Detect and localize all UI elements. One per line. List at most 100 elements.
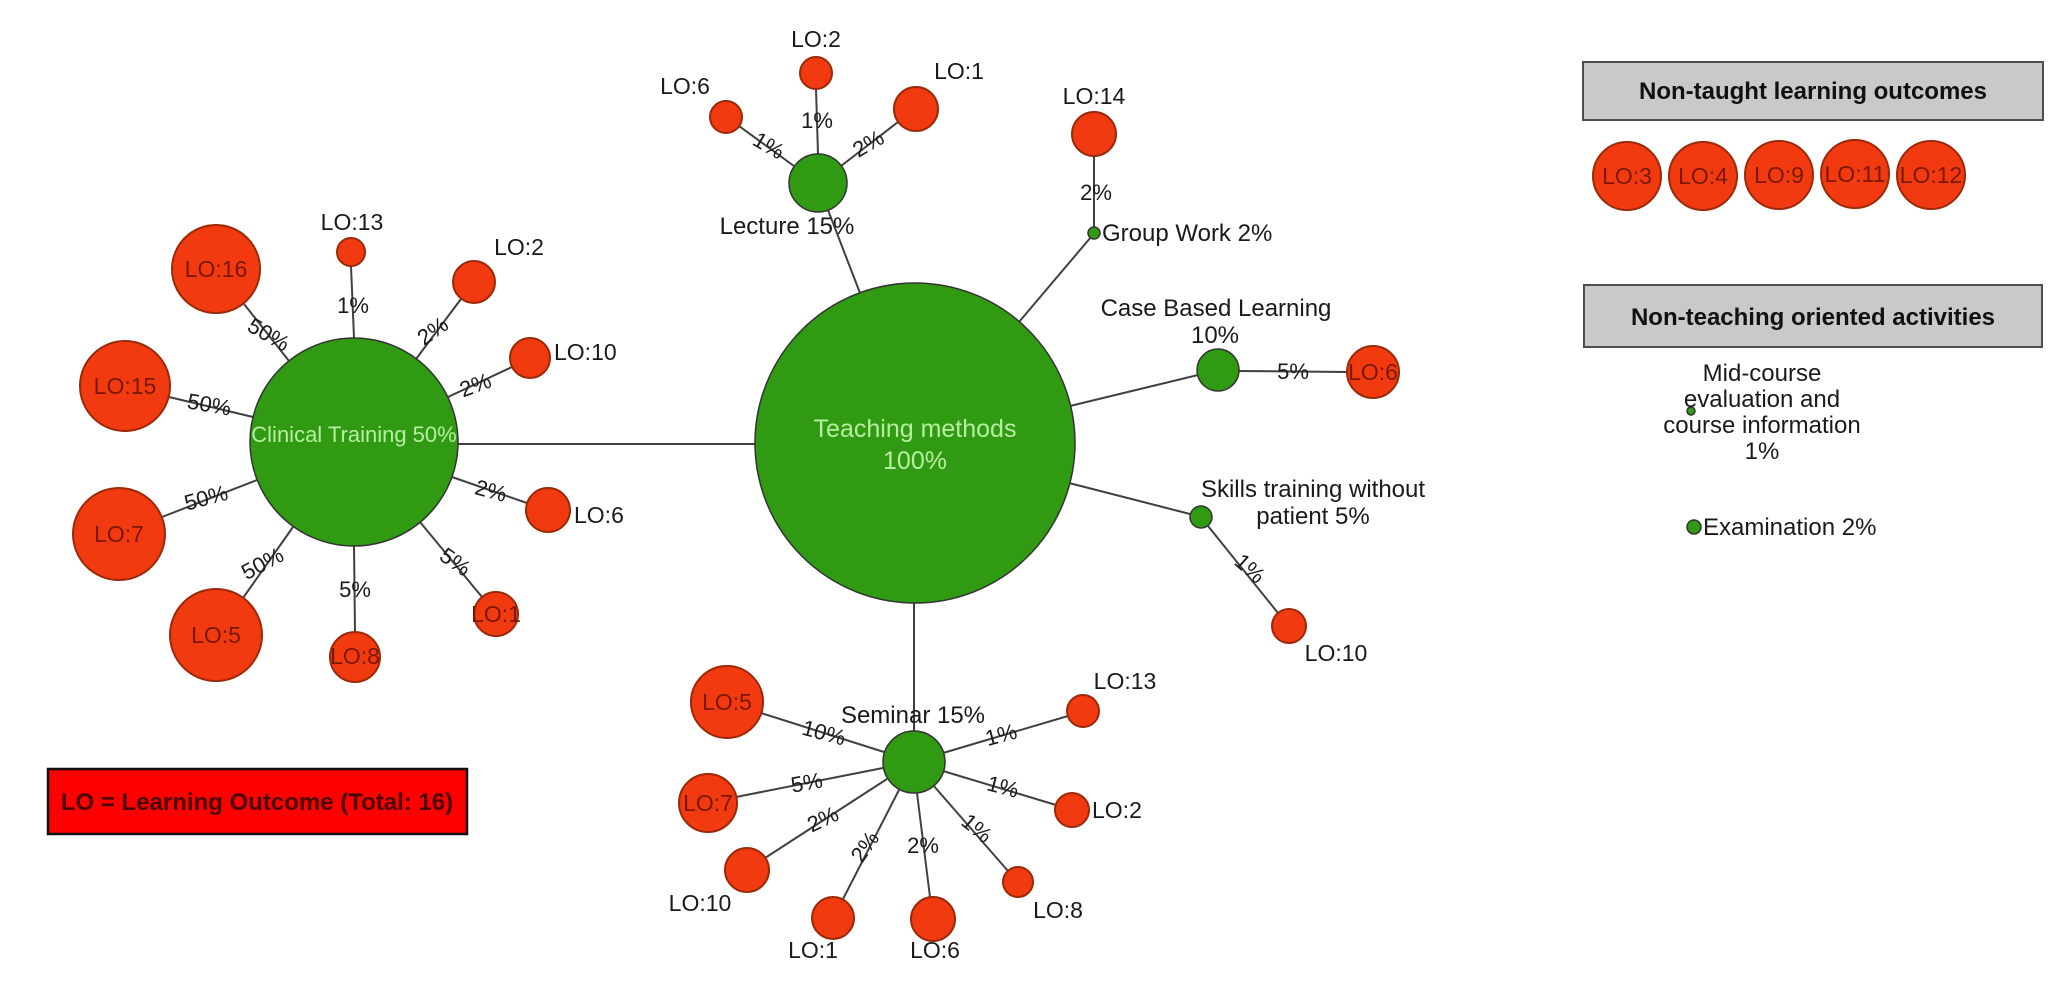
casebased-lo6-label: LO:6: [1348, 359, 1398, 385]
clinical-lo1-circle: [473, 591, 519, 637]
clinical-lo10-label: LO:10: [554, 339, 617, 365]
seminar-lo1-circle: [811, 896, 855, 940]
clinical-lo10-pct: 2%: [456, 368, 494, 402]
examination-dot: [1686, 519, 1702, 535]
seminar-lo10-label: LO:10: [669, 890, 732, 916]
edge-teaching-casebased: [1069, 374, 1199, 407]
seminar-lo7-circle: [678, 773, 738, 833]
mid-course-label-line3: course information: [1663, 412, 1860, 439]
edge-seminar-lo7: [735, 767, 884, 798]
clinical-lo7-pct: 50%: [182, 480, 231, 516]
clinical-lo7-label: LO:7: [94, 521, 144, 547]
edge-casebased-lo6: [1238, 370, 1348, 373]
mid-course-label-line1: Mid-course: [1703, 360, 1822, 387]
edge-seminar-lo2: [942, 770, 1057, 806]
skills-lo10-label: LO:10: [1305, 640, 1368, 666]
clinical-lo10-circle: [509, 337, 551, 379]
seminar-lo5-circle: [690, 665, 764, 739]
clinical-lo5-label: LO:5: [191, 622, 241, 648]
non-teaching-header-box: [1583, 284, 2043, 348]
legend-box: [46, 767, 469, 836]
edge-teaching-skills: [1068, 482, 1191, 515]
lecture-lo1-circle: [893, 86, 939, 132]
nontaught-lo11-circle: [1820, 139, 1890, 209]
casebased-lo6-pct: 5%: [1277, 359, 1309, 384]
non-taught-header-box: [1582, 61, 2044, 121]
case-based-label-line1: Case Based Learning: [1101, 295, 1332, 322]
lecture-lo2-label: LO:2: [791, 26, 841, 52]
edge-teaching-groupwork: [1018, 236, 1092, 323]
lecture-lo6-circle: [709, 100, 743, 134]
skills-training-label-line1: Skills training without: [1201, 476, 1425, 503]
nontaught-lo3-circle: [1592, 141, 1662, 211]
mid-course-label-line4: 1%: [1745, 438, 1780, 465]
clinical-lo5-circle: [169, 588, 263, 682]
teaching-methods-circle: [754, 282, 1076, 604]
clinical-lo2-label: LO:2: [494, 234, 544, 260]
edge-seminar-lo13: [942, 715, 1069, 754]
seminar-lo2-circle: [1054, 792, 1090, 828]
edge-clinical-lo2: [415, 298, 462, 360]
clinical-training-circle: [249, 337, 459, 547]
edge-clinical-lo1: [419, 521, 483, 598]
clinical-lo8-label: LO:8: [330, 643, 380, 669]
edge-lecture-lo1: [840, 121, 899, 167]
seminar-lo1-pct: 2%: [845, 827, 884, 867]
clinical-lo8-circle: [329, 631, 381, 683]
clinical-lo6-label: LO:6: [574, 502, 624, 528]
examination-label: Examination 2%: [1703, 514, 1876, 541]
clinical-lo5-pct: 50%: [237, 542, 288, 585]
skills-lo10-circle: [1271, 608, 1307, 644]
clinical-lo13-label: LO:13: [321, 209, 384, 235]
non-teaching-header-label: Non-teaching oriented activities: [1631, 304, 1995, 331]
casebased-lo6-circle: [1346, 345, 1400, 399]
edge-clinical-lo6: [451, 476, 528, 504]
lecture-lo2-circle: [799, 56, 833, 90]
edge-seminar-lo8: [932, 784, 1009, 872]
edge-lecture-lo2: [815, 88, 819, 155]
edge-seminar-lo10: [764, 778, 888, 859]
clinical-lo6-pct: 2%: [472, 475, 509, 507]
non-taught-header-label: Non-taught learning outcomes: [1639, 78, 1987, 105]
seminar-lo7-pct: 5%: [789, 768, 825, 798]
legend-label: LO = Learning Outcome (Total: 16): [61, 789, 453, 816]
seminar-lo8-circle: [1002, 866, 1034, 898]
edge-seminar-lo6: [916, 792, 931, 898]
seminar-lo7-label: LO:7: [683, 790, 733, 816]
seminar-lo6-pct: 2%: [907, 833, 939, 858]
edge-seminar-lo1: [842, 789, 900, 900]
clinical-lo13-circle: [336, 237, 366, 267]
seminar-lo13-pct: 1%: [982, 719, 1019, 751]
clinical-lo2-circle: [452, 260, 496, 304]
case-based-label-line2: 10%: [1191, 322, 1239, 349]
clinical-lo15-circle: [79, 340, 171, 432]
lecture-lo6-label: LO:6: [660, 73, 710, 99]
nontaught-lo4-circle: [1668, 141, 1738, 211]
seminar-lo6-circle: [910, 896, 956, 942]
groupwork-lo14-pct: 2%: [1080, 180, 1112, 205]
lecture-circle: [788, 153, 848, 213]
seminar-lo10-pct: 2%: [803, 801, 842, 837]
clinical-lo15-pct: 50%: [185, 388, 233, 420]
teaching-methods-label-line1: Teaching methods: [814, 415, 1017, 443]
seminar-lo13-label: LO:13: [1094, 668, 1157, 694]
clinical-lo16-circle: [171, 224, 261, 314]
nontaught-lo9-circle: [1744, 140, 1814, 210]
edge-teaching-lecture: [827, 209, 861, 294]
lecture-label: Lecture 15%: [720, 213, 855, 240]
lecture-lo1-label: LO:1: [934, 58, 984, 84]
seminar-lo2-pct: 1%: [984, 771, 1021, 803]
edge-skills-lo10: [1207, 525, 1279, 614]
seminar-lo8-label: LO:8: [1033, 897, 1083, 923]
edge-clinical-lo7: [161, 479, 258, 518]
edge-lecture-lo6: [738, 125, 795, 167]
seminar-circle: [882, 730, 946, 794]
edge-clinical-lo8: [353, 545, 356, 633]
seminar-lo2-label: LO:2: [1092, 797, 1142, 823]
seminar-lo10-circle: [724, 847, 770, 893]
clinical-lo13-pct: 1%: [337, 293, 369, 318]
skills-training-label-line2: patient 5%: [1256, 503, 1369, 530]
seminar-lo1-label: LO:1: [788, 937, 838, 963]
clinical-lo15-label: LO:15: [94, 373, 157, 399]
nontaught-lo3-label: LO:3: [1602, 163, 1652, 189]
